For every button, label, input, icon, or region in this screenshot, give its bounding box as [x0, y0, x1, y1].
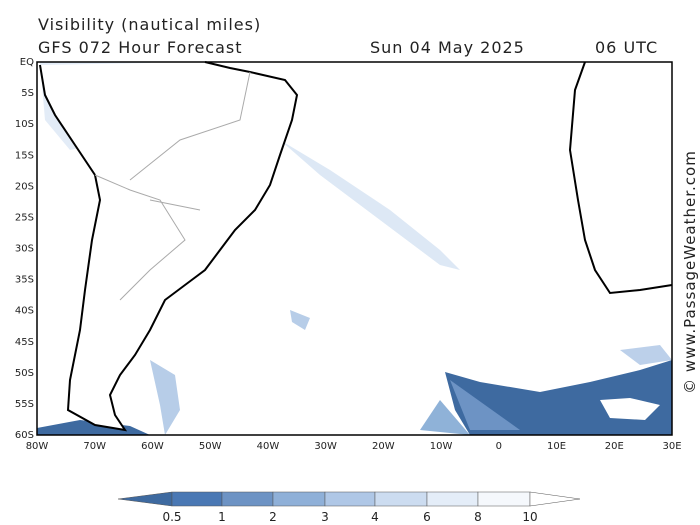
- lon-label: 40W: [257, 441, 280, 452]
- lon-label: 20W: [372, 441, 395, 452]
- colorbar-ticks: 0.5 1 2 3 4 6 8 10: [162, 510, 537, 524]
- colorbar-tick-label: 6: [423, 510, 431, 524]
- lon-label: 30E: [662, 441, 681, 452]
- colorbar: [117, 491, 581, 507]
- model: GFS 072 Hour Forecast: [38, 38, 243, 57]
- borders: [94, 71, 251, 301]
- lon-label: 20E: [605, 441, 624, 452]
- title: Visibility (nautical miles): [38, 15, 261, 34]
- lon-label: 30W: [314, 441, 337, 452]
- lat-label: 55S: [15, 399, 34, 410]
- lat-label: 40S: [15, 306, 34, 317]
- colorbar-tick-label: 0.5: [162, 510, 181, 524]
- lat-label: 35S: [15, 275, 34, 286]
- colorbar-tick-label: 3: [321, 510, 329, 524]
- map: [36, 61, 673, 436]
- lat-label: 30S: [15, 244, 34, 255]
- lat-label: 45S: [15, 337, 34, 348]
- map-frame: [36, 61, 673, 436]
- time: 06 UTC: [595, 38, 658, 57]
- lat-label: 5S: [21, 88, 34, 99]
- lon-label: 60W: [141, 441, 164, 452]
- watermark: © www.PassageWeather.com: [681, 150, 699, 394]
- lon-label: 50W: [199, 441, 222, 452]
- lat-label: EQ: [20, 57, 34, 68]
- lat-label: 60S: [15, 430, 34, 441]
- lat-label: 20S: [15, 181, 34, 192]
- lon-label: 80W: [26, 441, 49, 452]
- lat-label: 15S: [15, 150, 34, 161]
- south-america-coast: [39, 61, 299, 432]
- lon-label: 0: [496, 441, 502, 452]
- lon-label: 10W: [430, 441, 453, 452]
- lon-label: 10E: [547, 441, 566, 452]
- colorbar-tick-label: 8: [474, 510, 482, 524]
- lat-label: 10S: [15, 119, 34, 130]
- date: Sun 04 May 2025: [370, 38, 525, 57]
- lat-label: 25S: [15, 212, 34, 223]
- lon-labels: 80W 70W 60W 50W 40W 30W 20W 10W 0 10E 20E 30E: [26, 441, 682, 452]
- colorbar-tick-label: 10: [522, 510, 537, 524]
- colorbar-tick-label: 4: [371, 510, 379, 524]
- lat-labels: EQ 5S 10S 15S 20S 25S 30S 35S 40S 45S 50S 55S 60S: [15, 57, 34, 441]
- colorbar-tick-label: 1: [218, 510, 226, 524]
- colorbar-tick-label: 2: [269, 510, 277, 524]
- lat-label: 50S: [15, 368, 34, 379]
- africa-coast: [568, 61, 673, 295]
- lon-label: 70W: [83, 441, 106, 452]
